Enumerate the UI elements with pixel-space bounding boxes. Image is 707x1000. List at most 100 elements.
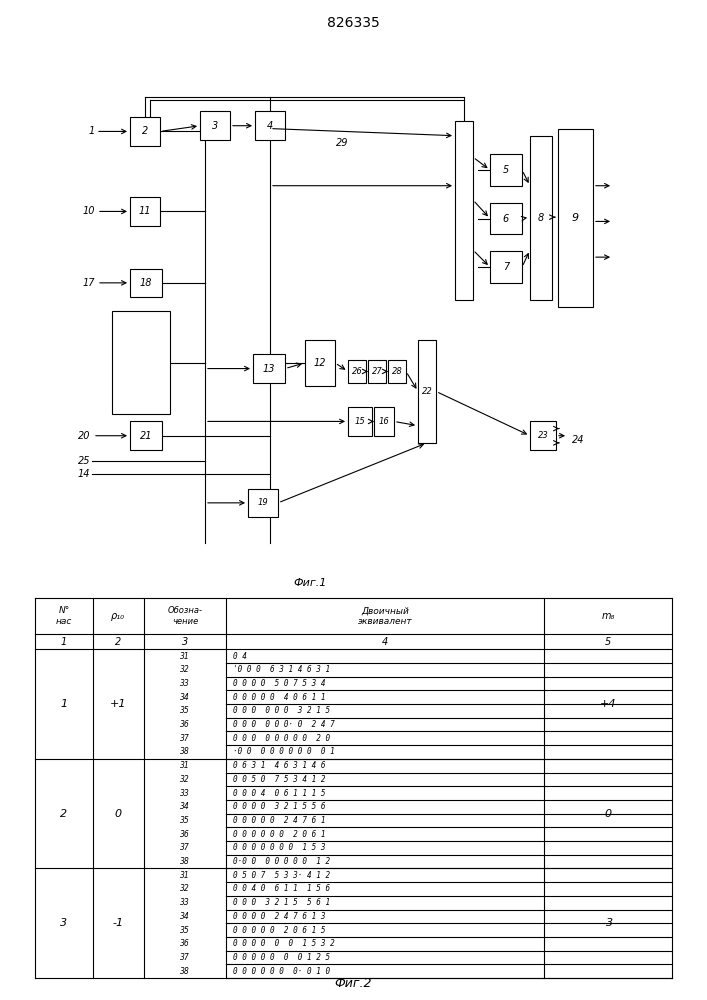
Text: Обозна-
чение: Обозна- чение [168, 606, 202, 626]
Bar [418, 340, 436, 443]
Text: 19: 19 [257, 498, 269, 507]
Text: 3: 3 [182, 637, 188, 647]
Text: 1: 1 [89, 126, 95, 136]
Text: 0 0 0 0 0 0  2 0 6 1: 0 0 0 0 0 0 2 0 6 1 [233, 830, 325, 839]
Text: 8: 8 [538, 213, 544, 223]
Text: 0 0 0  0 0 0  3 2 1 5: 0 0 0 0 0 0 3 2 1 5 [233, 706, 329, 715]
Text: 0 0 0 0 0  0  0 1 2 5: 0 0 0 0 0 0 0 1 2 5 [233, 953, 329, 962]
Text: 4: 4 [267, 121, 273, 131]
Text: 34: 34 [180, 912, 189, 921]
Text: 31: 31 [180, 871, 189, 880]
Text: 0 0 0  0 0 0 0 0  2 0: 0 0 0 0 0 0 0 0 2 0 [233, 734, 329, 743]
Text: 38: 38 [180, 967, 189, 976]
Bar [253, 354, 285, 383]
Bar [490, 251, 522, 283]
Text: +4: +4 [600, 699, 617, 709]
Text: 33: 33 [180, 898, 189, 907]
Bar [490, 203, 522, 234]
Text: 0 0 0 0  0  0  1 5 3 2: 0 0 0 0 0 0 1 5 3 2 [233, 939, 334, 948]
Text: 27: 27 [372, 367, 382, 376]
Text: 4: 4 [382, 637, 388, 647]
Text: Двоичный
эквивалент: Двоичный эквивалент [358, 606, 413, 626]
Text: 0 0 0  3 2 1 5  5 6 1: 0 0 0 3 2 1 5 5 6 1 [233, 898, 329, 907]
Text: +1: +1 [110, 699, 127, 709]
Text: 2: 2 [60, 809, 68, 819]
Bar [130, 421, 162, 450]
Bar [130, 197, 160, 226]
Text: 0 4: 0 4 [233, 652, 247, 661]
Text: 37: 37 [180, 734, 189, 743]
Text: 22: 22 [421, 387, 433, 396]
Text: 33: 33 [180, 679, 189, 688]
Text: 0: 0 [115, 809, 122, 819]
Bar [200, 111, 230, 140]
Text: 3: 3 [212, 121, 218, 131]
Text: 26: 26 [351, 367, 363, 376]
Text: 826335: 826335 [327, 16, 380, 30]
Bar [130, 117, 160, 146]
Text: 0 0 0 0  3 2 1 5 5 6: 0 0 0 0 3 2 1 5 5 6 [233, 802, 325, 811]
Bar [130, 269, 162, 297]
Bar [248, 489, 278, 517]
Text: 32: 32 [180, 775, 189, 784]
Text: Фиг.1: Фиг.1 [293, 578, 327, 588]
Text: 0 0 0 0  2 4 7 6 1 3: 0 0 0 0 2 4 7 6 1 3 [233, 912, 325, 921]
Bar [530, 136, 552, 300]
Text: 38: 38 [180, 857, 189, 866]
Text: 13: 13 [263, 364, 275, 374]
Bar [348, 407, 372, 436]
Text: 35: 35 [180, 816, 189, 825]
Bar [558, 129, 593, 307]
Text: 0 0 0 0 0  4 0 6 1 1: 0 0 0 0 0 4 0 6 1 1 [233, 693, 325, 702]
Text: 1: 1 [60, 699, 68, 709]
Text: 0 0 0 0 0  2 4 7 6 1: 0 0 0 0 0 2 4 7 6 1 [233, 816, 325, 825]
Text: N°
нас: N° нас [56, 606, 72, 626]
Text: 12: 12 [314, 358, 326, 368]
Text: 17: 17 [83, 278, 95, 288]
Text: 34: 34 [180, 693, 189, 702]
Text: 2: 2 [115, 637, 121, 647]
Text: Фиг.2: Фиг.2 [334, 977, 373, 990]
Text: 36: 36 [180, 830, 189, 839]
Text: 0 5 0 7  5 3 3· 4 1 2: 0 5 0 7 5 3 3· 4 1 2 [233, 871, 329, 880]
Text: 0 0 0 0 0 0  0· 0 1 0: 0 0 0 0 0 0 0· 0 1 0 [233, 967, 329, 976]
Text: 31: 31 [180, 761, 189, 770]
Text: 23: 23 [537, 431, 549, 440]
Text: 36: 36 [180, 720, 189, 729]
Text: 36: 36 [180, 939, 189, 948]
Text: 31: 31 [180, 652, 189, 661]
Text: 32: 32 [180, 884, 189, 893]
Text: ·0 0  0 0 0 0 0 0  0 1: ·0 0 0 0 0 0 0 0 0 1 [233, 747, 334, 756]
Text: 0 0 0 0 0  2 0 6 1 5: 0 0 0 0 0 2 0 6 1 5 [233, 926, 325, 935]
Text: 37: 37 [180, 953, 189, 962]
Text: 32: 32 [180, 665, 189, 674]
Bar [255, 111, 285, 140]
Text: 9: 9 [572, 213, 579, 223]
Bar [455, 121, 473, 300]
Text: 0 0 0 4  0 6 1 1 1 5: 0 0 0 4 0 6 1 1 1 5 [233, 789, 325, 798]
Text: m₈: m₈ [602, 611, 614, 621]
Text: 0 0 0  0 0 0· 0  2 4 7: 0 0 0 0 0 0· 0 2 4 7 [233, 720, 334, 729]
Text: 0 0 5 0  7 5 3 4 1 2: 0 0 5 0 7 5 3 4 1 2 [233, 775, 325, 784]
Text: 0 0 0 0 0 0 0  1 5 3: 0 0 0 0 0 0 0 1 5 3 [233, 843, 325, 852]
Text: 37: 37 [180, 843, 189, 852]
Text: 35: 35 [180, 706, 189, 715]
Text: 15: 15 [355, 417, 366, 426]
Bar [368, 360, 386, 383]
Text: 14: 14 [78, 469, 90, 479]
Text: 29: 29 [336, 138, 349, 148]
Bar [112, 311, 170, 414]
Text: 38: 38 [180, 747, 189, 756]
Text: 20: 20 [78, 431, 90, 441]
Text: 11: 11 [139, 206, 151, 216]
Text: 6: 6 [503, 214, 509, 224]
Text: 7: 7 [503, 262, 509, 272]
Text: 10: 10 [83, 206, 95, 216]
Text: 34: 34 [180, 802, 189, 811]
Text: 1: 1 [61, 637, 67, 647]
Text: 2: 2 [142, 126, 148, 136]
Text: 18: 18 [140, 278, 152, 288]
Text: 3: 3 [60, 918, 68, 928]
Bar [305, 340, 335, 386]
Bar [530, 421, 556, 450]
